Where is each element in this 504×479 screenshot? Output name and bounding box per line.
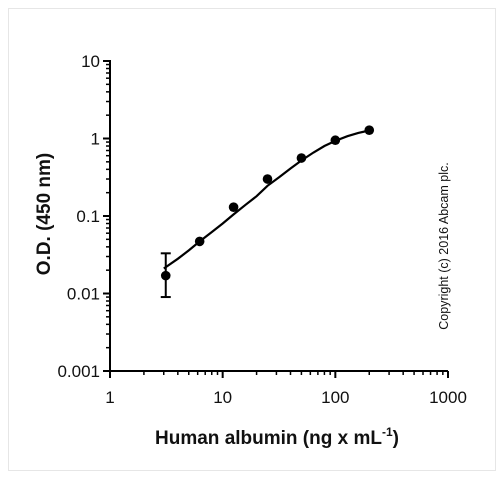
- data-point: [262, 174, 273, 184]
- chart-frame: [8, 8, 496, 471]
- x-axis-title-main: Human albumin (ng x mL: [155, 428, 382, 449]
- tick-labels: 0.001 0.01 0.1 1 10 1 10 100 1000: [57, 52, 466, 407]
- data-point: [160, 270, 171, 281]
- data-points: [160, 125, 375, 299]
- fit-curve-group: [163, 129, 370, 270]
- x-tick-label: 1: [105, 388, 114, 407]
- data-point: [194, 236, 205, 247]
- x-tick-label: 10: [213, 388, 232, 407]
- data-point: [330, 135, 341, 146]
- data-point: [228, 202, 239, 212]
- tick-marks: [103, 60, 449, 378]
- y-tick-label: 10: [81, 52, 100, 71]
- x-tick-label: 1000: [429, 388, 467, 407]
- data-point: [296, 153, 307, 163]
- y-tick-label: 0.1: [76, 207, 100, 226]
- y-tick-label: 1: [91, 130, 100, 149]
- y-tick-label: 0.01: [67, 285, 100, 304]
- y-axis-title: O.D. (450 nm): [34, 153, 55, 275]
- y-tick-label: 0.001: [57, 362, 100, 381]
- copyright-text: Copyright (c) 2016 Abcam plc.: [437, 162, 451, 329]
- x-tick-label: 100: [321, 388, 349, 407]
- x-axis-title: Human albumin (ng x mL-1): [155, 425, 399, 449]
- x-axis-title-suffix: ): [393, 428, 399, 449]
- fit-curve: [163, 129, 370, 270]
- data-point: [364, 125, 375, 135]
- axes: [109, 60, 448, 372]
- x-axis-title-superscript: -1: [382, 425, 393, 439]
